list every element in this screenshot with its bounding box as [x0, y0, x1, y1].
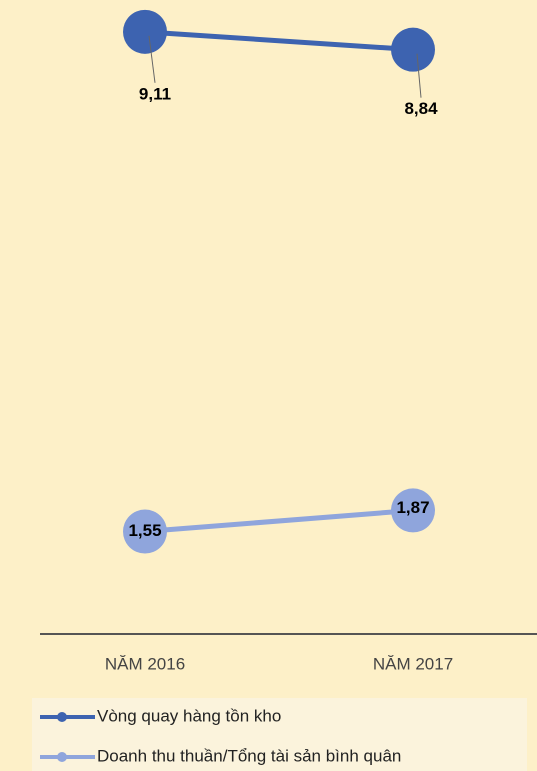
marker [391, 27, 435, 72]
leader-line [148, 35, 156, 83]
x-tick-label: NĂM 2017 [373, 654, 453, 673]
data-label: 1,87 [396, 498, 429, 517]
series-line [144, 29, 414, 53]
data-label: 1,55 [128, 521, 161, 540]
legend-marker [57, 752, 67, 762]
marker [391, 488, 435, 533]
legend-marker [57, 712, 67, 722]
x-tick-label: NĂM 2016 [105, 654, 185, 673]
series-line [144, 507, 414, 535]
marker [123, 509, 167, 554]
legend-label: Doanh thu thuần/Tổng tài sản bình quân [97, 746, 401, 765]
leader-line [416, 53, 422, 98]
legend-label: Vòng quay hàng tồn kho [97, 706, 281, 725]
legend-box [32, 698, 527, 771]
data-label: 8,84 [404, 99, 438, 118]
data-label: 9,11 [139, 84, 171, 103]
marker [123, 9, 167, 54]
